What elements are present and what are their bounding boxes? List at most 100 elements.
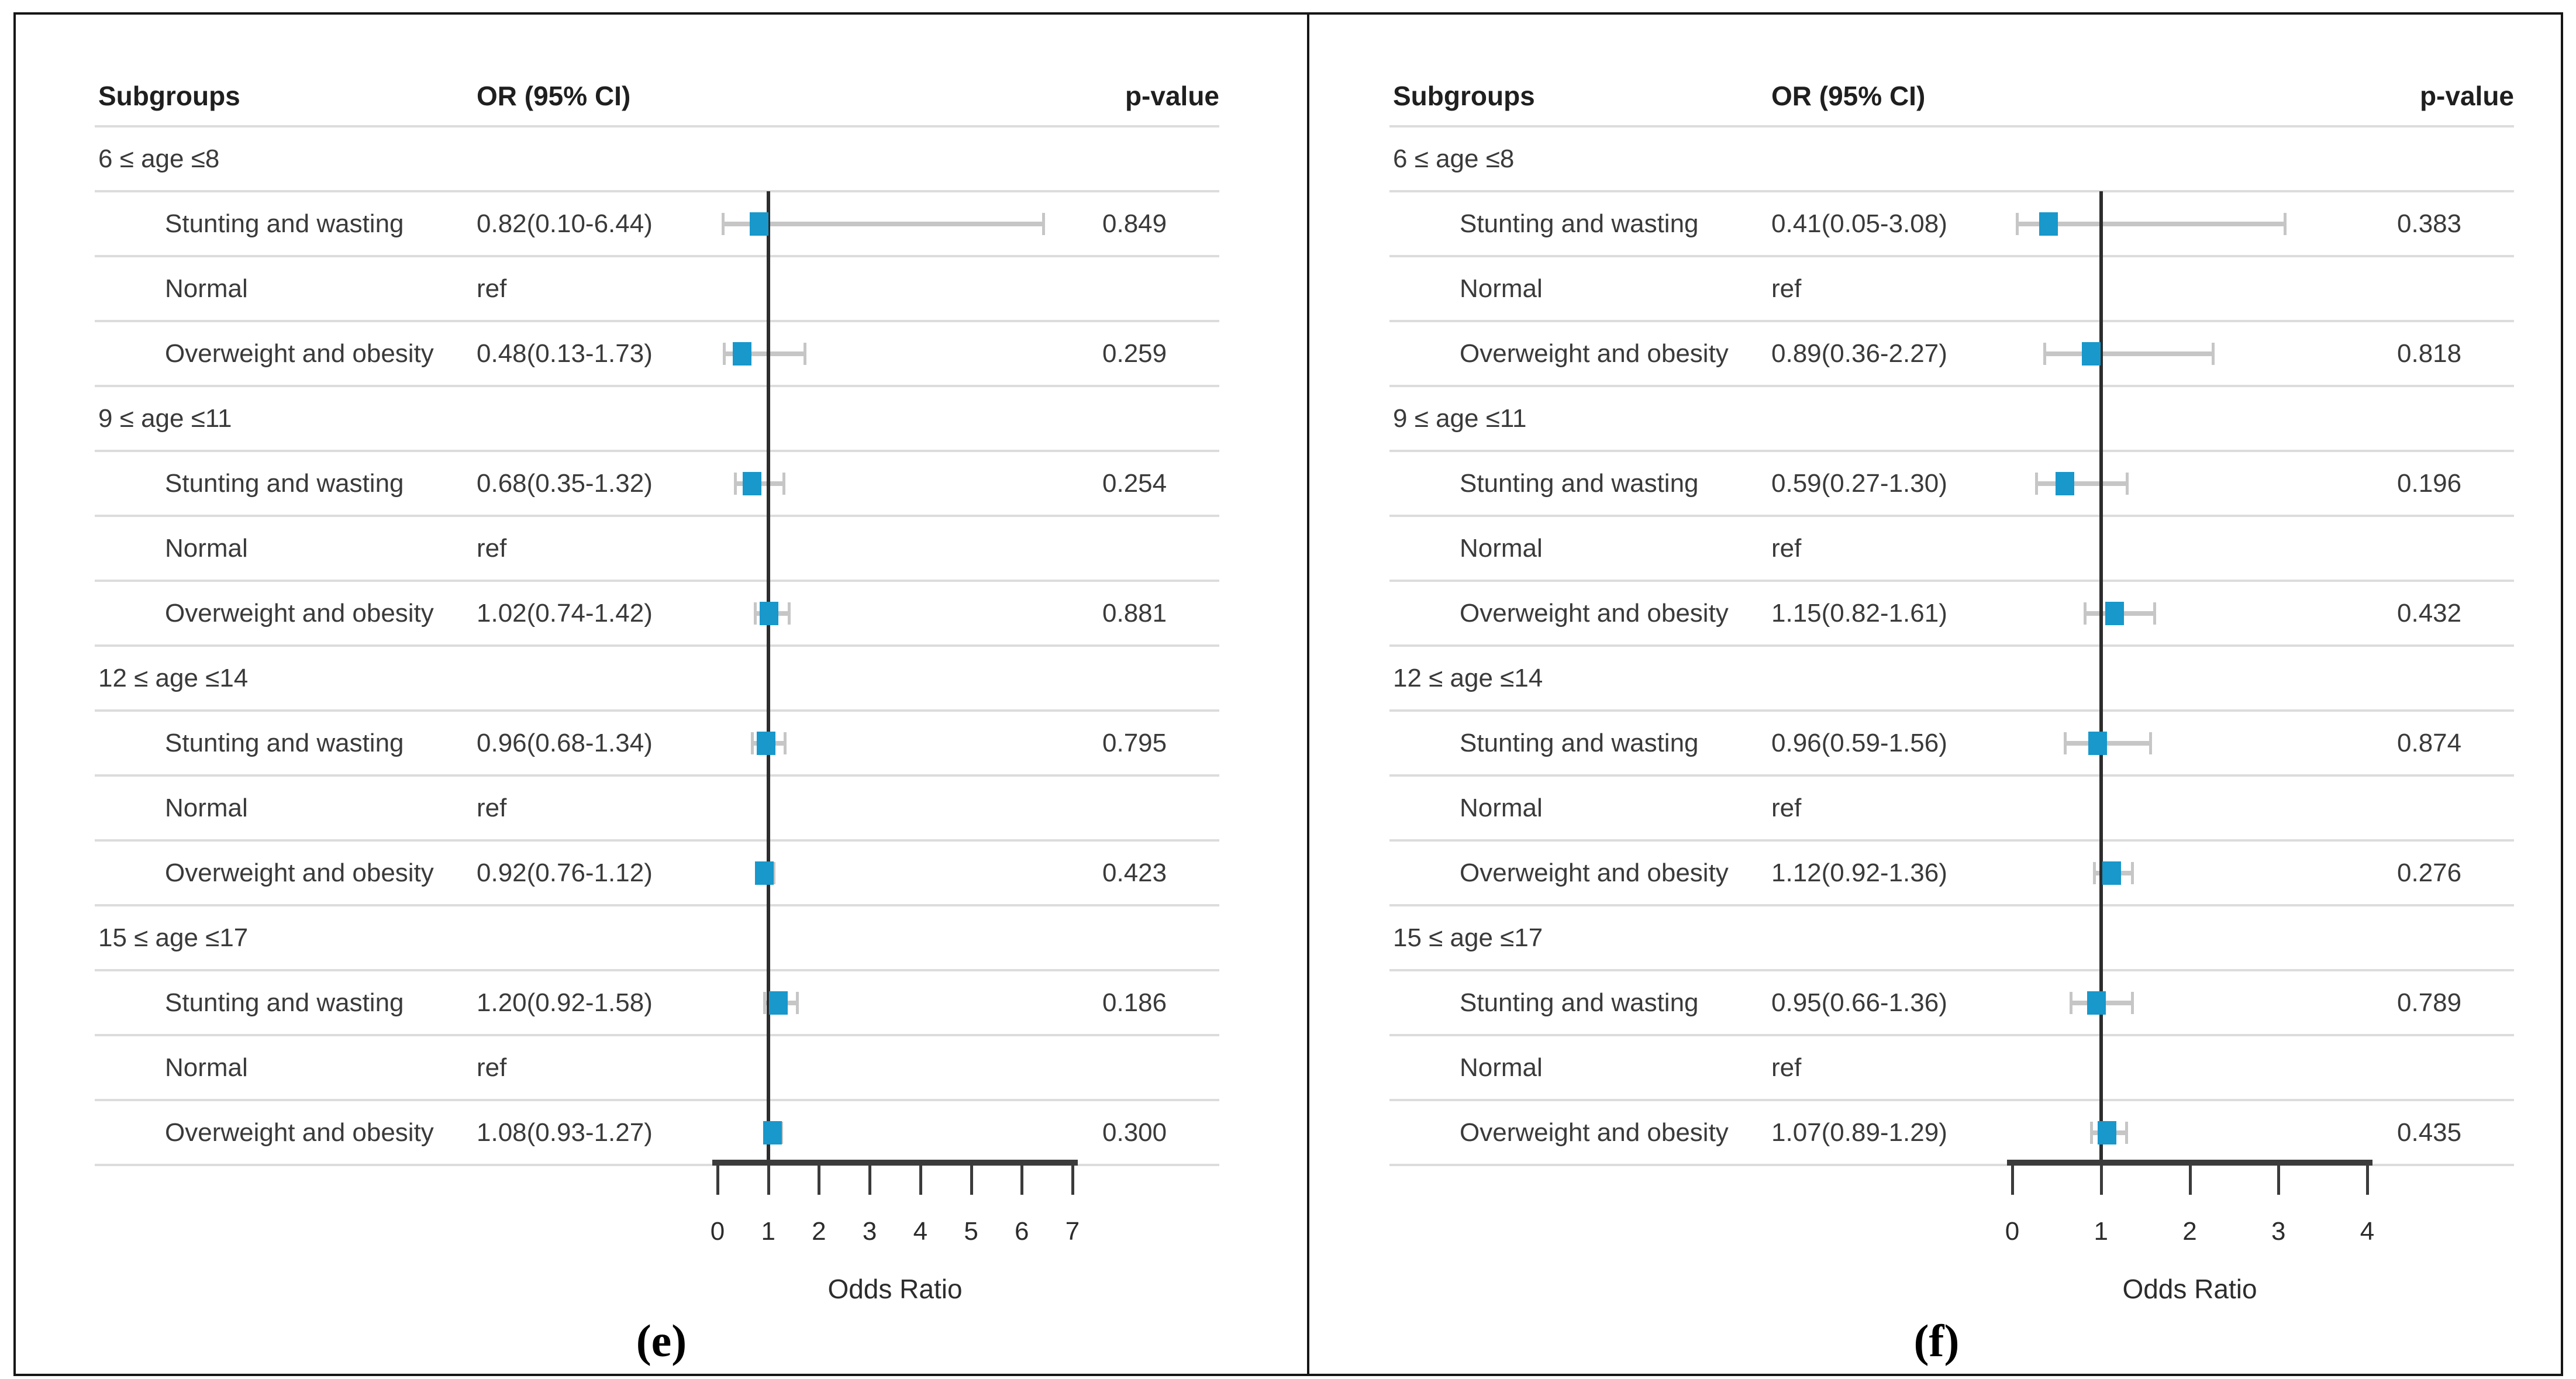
ci-cap-right (2131, 861, 2134, 884)
subgroup-row-label: Normal (165, 793, 248, 822)
or-ci-value: 0.89(0.36-2.27) (1771, 339, 1947, 368)
ci-cap-left (721, 212, 725, 235)
column-header-or-ci: OR (95% CI) (1771, 81, 1926, 111)
row-separator-rule (95, 709, 1219, 712)
subgroup-row-label: Overweight and obesity (1460, 1118, 1729, 1147)
or-ci-value: ref (477, 793, 507, 822)
or-ci-value: ref (1771, 1053, 1802, 1082)
row-separator-rule (95, 904, 1219, 906)
p-value: 0.276 (2397, 858, 2462, 887)
x-axis-title: Odds Ratio (827, 1274, 963, 1304)
row-separator-rule (1389, 450, 2514, 452)
group-header-label: 12 ≤ age ≤14 (98, 663, 249, 692)
subgroup-row-label: Normal (165, 274, 248, 303)
row-separator-rule (95, 190, 1219, 192)
x-axis-tick (970, 1163, 973, 1195)
row-separator-rule (1389, 190, 2514, 192)
row-separator-rule (95, 644, 1219, 647)
ci-cap-left (2070, 991, 2073, 1014)
p-value: 0.196 (2397, 468, 2462, 498)
ci-cap-left (734, 472, 737, 495)
x-axis-tick-label: 1 (761, 1217, 775, 1246)
row-separator-rule (1389, 709, 2514, 712)
ci-cap-right (2149, 732, 2152, 754)
or-ci-value: 0.68(0.35-1.32) (477, 468, 653, 498)
or-point-marker (757, 731, 776, 755)
x-axis-tick-label: 3 (862, 1217, 877, 1246)
row-separator-rule (1389, 774, 2514, 777)
ci-cap-right (2131, 991, 2134, 1014)
row-separator-rule (1389, 515, 2514, 517)
p-value: 0.874 (2397, 728, 2462, 757)
ci-cap-right (2125, 1121, 2128, 1144)
p-value: 0.432 (2397, 598, 2462, 628)
x-axis-tick (2099, 1163, 2103, 1195)
row-separator-rule (1389, 644, 2514, 647)
group-header-label: 9 ≤ age ≤11 (1393, 404, 1527, 433)
row-separator-rule (1389, 1164, 2514, 1166)
row-separator-rule (95, 1164, 1219, 1166)
or-ci-value: 1.08(0.93-1.27) (477, 1118, 653, 1147)
x-axis-tick (2366, 1163, 2369, 1195)
row-separator-rule (95, 255, 1219, 257)
p-value: 0.435 (2397, 1118, 2462, 1147)
x-axis-tick (2011, 1163, 2014, 1195)
column-header-p-value: p-value (1125, 81, 1219, 111)
or-point-marker (2087, 991, 2106, 1015)
p-value: 0.383 (2397, 209, 2462, 238)
row-separator-rule (1389, 839, 2514, 842)
p-value: 0.300 (1102, 1118, 1167, 1147)
x-axis-tick-label: 6 (1015, 1217, 1029, 1246)
ci-cap-right (804, 342, 807, 365)
or-point-marker (2082, 342, 2101, 366)
or-point-marker (760, 601, 779, 625)
ci-cap-right (2212, 342, 2215, 365)
x-axis-tick-label: 4 (2360, 1217, 2375, 1246)
or-ci-value: 1.15(0.82-1.61) (1771, 598, 1947, 628)
ci-cap-right (2284, 212, 2287, 235)
x-axis-tick-label: 0 (2005, 1217, 2020, 1246)
panel-caption: (f) (1913, 1315, 1960, 1366)
x-axis-tick-label: 4 (913, 1217, 928, 1246)
x-axis-tick (1071, 1163, 1074, 1195)
subgroup-row-label: Overweight and obesity (165, 858, 434, 887)
or-point-marker (2039, 212, 2058, 236)
or-ci-value: 1.12(0.92-1.36) (1771, 858, 1947, 887)
subgroup-row-label: Overweight and obesity (1460, 858, 1729, 887)
ci-cap-left (2063, 732, 2067, 754)
ci-cap-right (1042, 212, 1046, 235)
p-value: 0.795 (1102, 728, 1167, 757)
p-value: 0.423 (1102, 858, 1167, 887)
ci-cap-right (773, 861, 776, 884)
p-value: 0.789 (2397, 988, 2462, 1017)
or-ci-value: ref (1771, 533, 1802, 563)
group-header-label: 6 ≤ age ≤8 (1393, 144, 1515, 173)
row-separator-rule (95, 1034, 1219, 1036)
ci-cap-right (2126, 472, 2129, 495)
ci-cap-left (2092, 861, 2096, 884)
ci-cap-right (2153, 602, 2157, 625)
or-point-marker (2088, 731, 2107, 755)
column-header-subgroups: Subgroups (1393, 81, 1535, 111)
x-axis-tick (818, 1163, 821, 1195)
or-ci-value: 0.41(0.05-3.08) (1771, 209, 1947, 238)
subgroup-row-label: Normal (165, 1053, 248, 1082)
p-value: 0.849 (1102, 209, 1167, 238)
subgroup-row-label: Normal (165, 533, 248, 563)
ci-error-bar (2016, 221, 2286, 226)
figure-border-left (13, 12, 16, 1376)
group-header-label: 6 ≤ age ≤8 (98, 144, 220, 173)
reference-line (766, 191, 770, 1165)
ci-cap-right (788, 602, 791, 625)
or-point-marker (2105, 601, 2124, 625)
subgroup-row-label: Overweight and obesity (165, 598, 434, 628)
x-axis-tick-label: 0 (710, 1217, 725, 1246)
subgroup-row-label: Stunting and wasting (165, 209, 404, 238)
subgroup-row-label: Stunting and wasting (1460, 468, 1699, 498)
x-axis-tick (919, 1163, 922, 1195)
row-separator-rule (95, 969, 1219, 971)
ci-cap-left (750, 732, 754, 754)
x-axis-tick-label: 3 (2271, 1217, 2286, 1246)
ci-cap-left (2084, 602, 2087, 625)
subgroup-row-label: Stunting and wasting (1460, 988, 1699, 1017)
